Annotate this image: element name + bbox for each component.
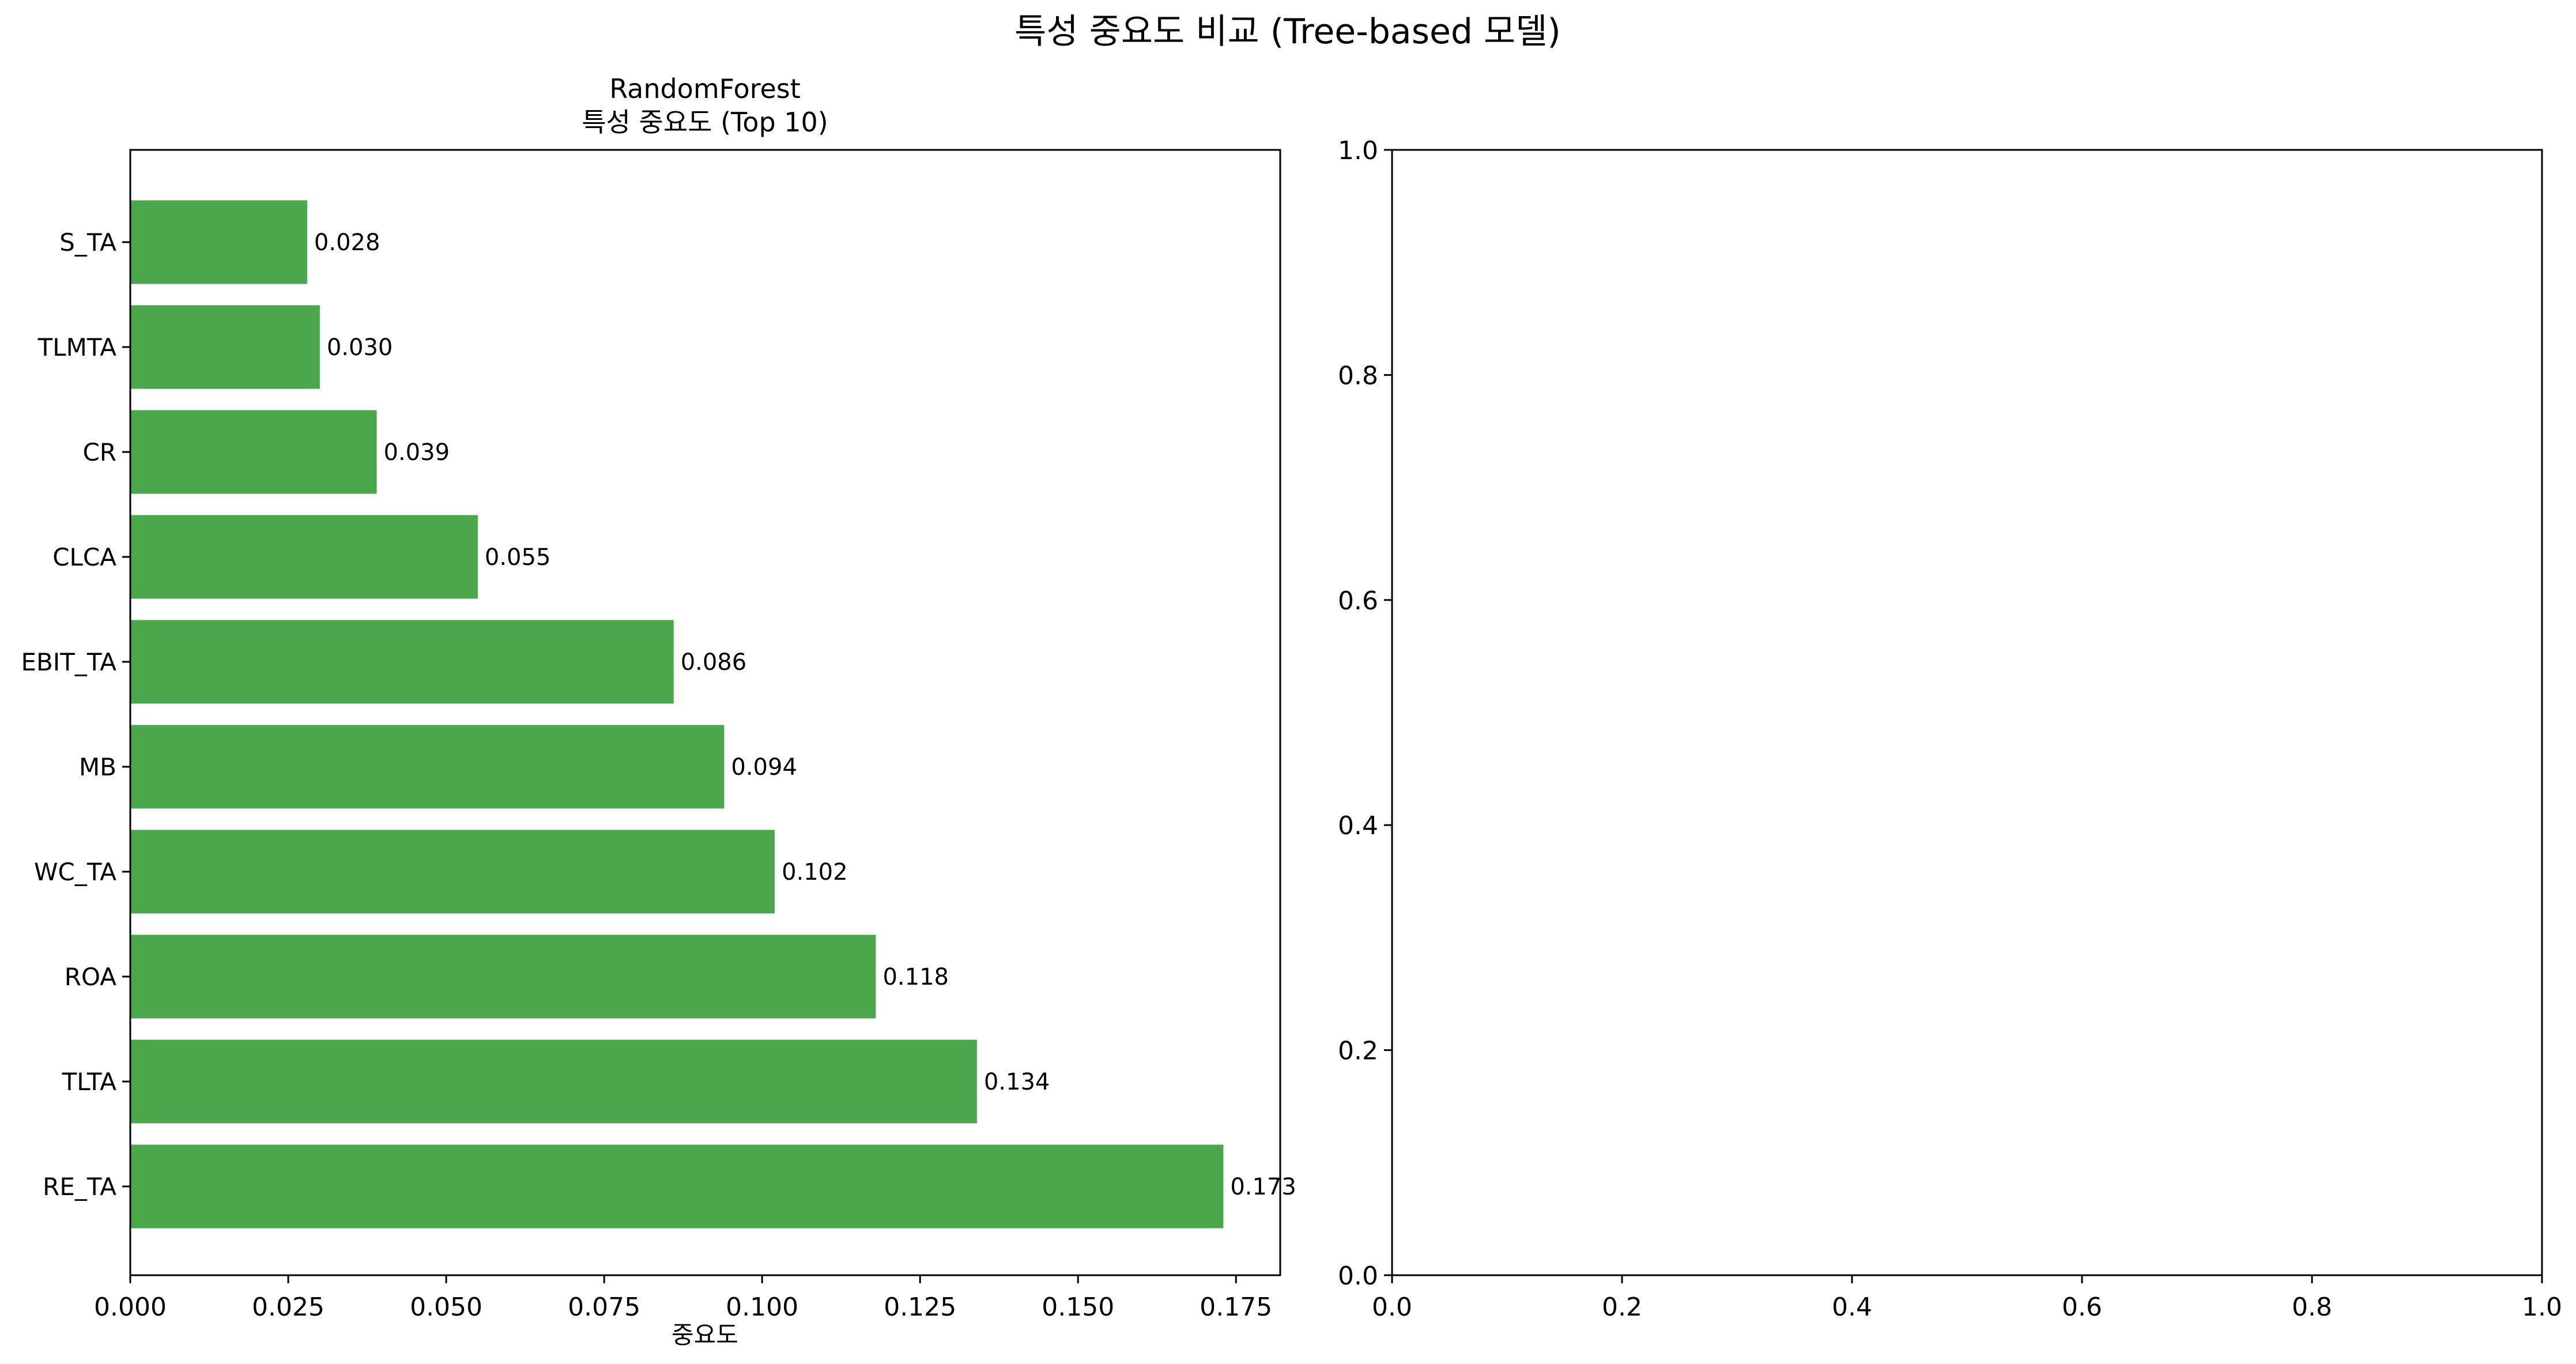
x-tick-label: 0.6 [2062,1293,2102,1322]
x-tick-label: 0.150 [1042,1293,1114,1322]
bar-value-label: 0.173 [1230,1174,1296,1200]
y-tick-label: RE_TA [43,1173,116,1201]
x-tick-label: 0.100 [726,1293,798,1322]
bar-value-label: 0.055 [485,544,551,571]
bar-value-labels: 0.028 0.030 0.039 0.055 0.086 0.094 0.102 0.118… [314,229,1296,1200]
bar-EBIT_TA [130,620,674,704]
x-tick-label: 0.0 [1372,1293,1412,1322]
x-tick-label: 0.075 [568,1293,640,1322]
y-tick-label: 1.0 [1338,136,1378,165]
x-axis-ticks: 0.000 0.025 0.050 0.075 0.100 0.125 0.150 0.175 [94,1275,1272,1322]
y-tick-label: TLMTA [37,333,117,361]
bar-CR [130,410,377,494]
x-tick-label: 0.2 [1602,1293,1642,1322]
bar-TLMTA [130,305,320,389]
empty-axes-panel: 0.0 0.2 0.4 0.6 0.8 1.0 0.0 0.2 0.4 0.6 0.8 1.0 [1338,136,2562,1322]
bar-value-label: 0.118 [882,964,949,990]
chart-plot-frame [129,149,1281,1276]
x-axis-label: 중요도 [672,1321,738,1349]
y-tick-label: WC_TA [34,858,116,886]
chart-title-line-2: 특성 중요도 (Top 10) [582,107,828,138]
chart-title-line-1: RandomForest [609,73,801,104]
x-tick-label: 0.000 [94,1293,167,1322]
empty-axes-x-ticks: 0.0 0.2 0.4 0.6 0.8 1.0 [1372,1275,2562,1322]
x-tick-label: 0.8 [2292,1293,2332,1322]
y-tick-label: MB [79,753,116,781]
bar-ROA [130,935,876,1019]
bar-S_TA [130,200,307,284]
bar-value-label: 0.028 [314,229,380,256]
y-tick-label: S_TA [59,228,116,257]
x-tick-label: 0.175 [1200,1293,1272,1322]
bar-RE_TA [130,1144,1224,1229]
empty-axes-plot-frame [1391,149,2543,1276]
y-tick-label: CR [82,438,116,466]
bar-CLCA [130,515,478,599]
y-tick-label: 0.8 [1338,361,1378,390]
bar-value-label: 0.102 [782,859,848,886]
bar-value-label: 0.134 [984,1069,1050,1095]
y-tick-label: 0.4 [1338,811,1378,841]
bar-value-label: 0.039 [384,439,450,466]
figure-suptitle: 특성 중요도 비교 (Tree-based 모델) [1014,12,1561,52]
y-tick-label: 0.2 [1338,1037,1378,1066]
empty-axes-y-ticks: 0.0 0.2 0.4 0.6 0.8 1.0 [1338,136,1392,1291]
y-tick-label: ROA [65,963,117,991]
feature-importance-bar-chart: RandomForest 특성 중요도 (Top 10) 0.0280.0300… [21,73,1296,1349]
bar-MB [130,725,725,809]
x-tick-label: 0.4 [1832,1293,1872,1322]
bar-value-label: 0.086 [681,649,747,676]
y-tick-label: CLCA [52,543,116,571]
y-axis-ticks: S_TA TLMTA CR CLCA EBIT_TA MB WC_TA ROA TLTA RE_T… [21,228,130,1201]
bar-series [130,200,1224,1229]
y-tick-label: TLTA [62,1068,117,1096]
x-tick-label: 0.025 [252,1293,325,1322]
bar-WC_TA [130,830,775,914]
bar-value-label: 0.030 [327,334,393,361]
x-tick-label: 1.0 [2522,1293,2562,1322]
x-tick-label: 0.125 [884,1293,956,1322]
x-tick-label: 0.050 [410,1293,482,1322]
y-tick-label: 0.0 [1338,1261,1378,1291]
bar-value-label: 0.094 [731,754,797,781]
y-tick-label: EBIT_TA [21,648,116,676]
y-tick-label: 0.6 [1338,586,1378,616]
bar-TLTA [130,1039,977,1124]
